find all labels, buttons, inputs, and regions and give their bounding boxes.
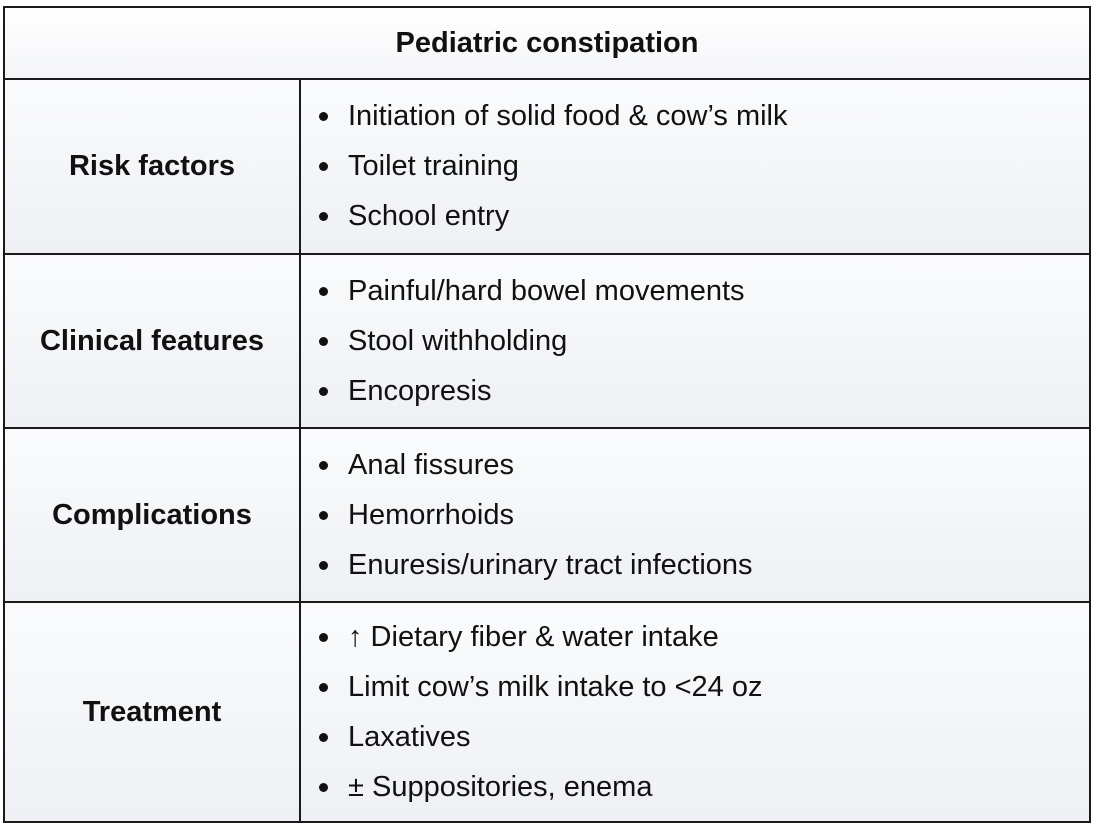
list-item: Limit cow’s milk intake to <24 oz [319, 662, 1089, 712]
list-item-text: Enuresis/urinary tract infections [348, 548, 753, 581]
list-item-text: School entry [348, 200, 510, 232]
row-content: ↑ Dietary fiber & water intake Limit cow… [301, 603, 1089, 821]
list-item: Encopresis [319, 366, 1089, 416]
bullet-icon [319, 112, 328, 121]
table-row-complications: Complications Anal fissures Hemorrhoids … [5, 429, 1089, 603]
list-item: Enuresis/urinary tract infections [319, 540, 1089, 590]
bullet-icon [319, 162, 328, 171]
bullet-icon [319, 286, 328, 296]
list-item-text: Painful/hard bowel movements [348, 274, 745, 307]
row-label: Treatment [5, 603, 301, 821]
bullet-icon [319, 386, 328, 396]
row-label: Risk factors [5, 80, 301, 253]
list-item-text: Stool withholding [348, 324, 568, 357]
list-item: Laxatives [319, 712, 1089, 762]
bullet-icon [319, 732, 328, 742]
bullet-icon [319, 782, 328, 792]
row-content: Anal fissures Hemorrhoids Enuresis/urina… [301, 429, 1089, 601]
list-item-text: Laxatives [348, 720, 471, 753]
list-item-text: Encopresis [348, 374, 492, 407]
table-row-clinical-features: Clinical features Painful/hard bowel mov… [5, 255, 1089, 429]
list-item-text: Initiation of solid food & cow’s milk [348, 100, 788, 132]
table-row-treatment: Treatment ↑ Dietary fiber & water intake… [5, 603, 1089, 821]
bullet-icon [319, 632, 328, 642]
summary-table: Pediatric constipation Risk factors Init… [3, 6, 1091, 823]
list-item: ↑ Dietary fiber & water intake [319, 612, 1089, 662]
list-item: School entry [319, 192, 1089, 242]
list-item-text: ± Suppositories, enema [348, 770, 653, 803]
list-item-text: ↑ Dietary fiber & water intake [348, 620, 719, 653]
row-label: Complications [5, 429, 301, 601]
list-item-text: Hemorrhoids [348, 498, 514, 531]
list-item: Initiation of solid food & cow’s milk [319, 92, 1089, 142]
list-item-text: Toilet training [348, 150, 519, 182]
bullet-icon [319, 212, 328, 221]
list-item: Hemorrhoids [319, 490, 1089, 540]
table-title: Pediatric constipation [5, 8, 1089, 80]
row-content: Initiation of solid food & cow’s milk To… [301, 80, 1089, 253]
bullet-icon [319, 560, 328, 570]
list-item-text: Anal fissures [348, 448, 515, 481]
list-item: Stool withholding [319, 316, 1089, 366]
bullet-icon [319, 510, 328, 520]
row-label: Clinical features [5, 255, 301, 427]
bullet-icon [319, 460, 328, 470]
row-content: Painful/hard bowel movements Stool withh… [301, 255, 1089, 427]
list-item: ± Suppositories, enema [319, 762, 1089, 812]
list-item: Painful/hard bowel movements [319, 266, 1089, 316]
list-item: Toilet training [319, 142, 1089, 192]
bullet-icon [319, 682, 328, 692]
bullet-icon [319, 336, 328, 346]
table-row-risk-factors: Risk factors Initiation of solid food & … [5, 80, 1089, 255]
list-item-text: Limit cow’s milk intake to <24 oz [348, 670, 763, 703]
list-item: Anal fissures [319, 440, 1089, 490]
